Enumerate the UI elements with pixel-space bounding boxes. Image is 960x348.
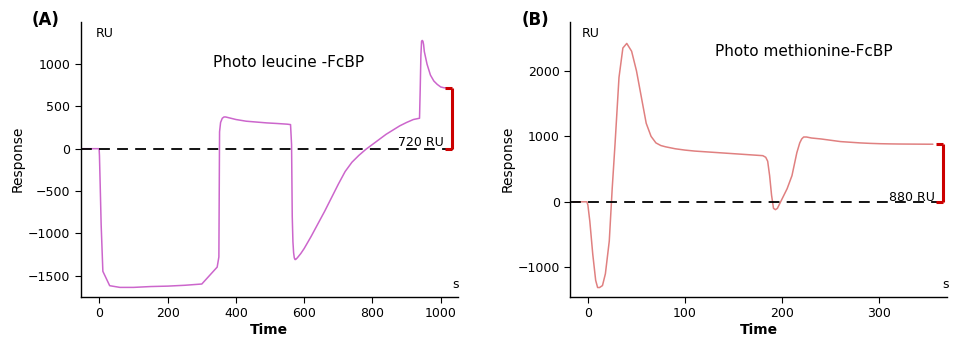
Text: RU: RU	[96, 27, 113, 40]
Text: (A): (A)	[32, 11, 60, 29]
Text: RU: RU	[582, 27, 600, 40]
X-axis label: Time: Time	[740, 323, 778, 337]
Y-axis label: Response: Response	[501, 126, 515, 192]
Text: Photo leucine -FcBP: Photo leucine -FcBP	[212, 55, 364, 70]
Text: Photo methionine-FcBP: Photo methionine-FcBP	[715, 44, 893, 59]
Text: 720 RU: 720 RU	[398, 136, 444, 150]
Text: s: s	[942, 278, 948, 291]
Text: s: s	[452, 278, 459, 291]
X-axis label: Time: Time	[251, 323, 288, 337]
Y-axis label: Response: Response	[12, 126, 25, 192]
Text: (B): (B)	[521, 11, 549, 29]
Text: 880 RU: 880 RU	[889, 191, 935, 204]
